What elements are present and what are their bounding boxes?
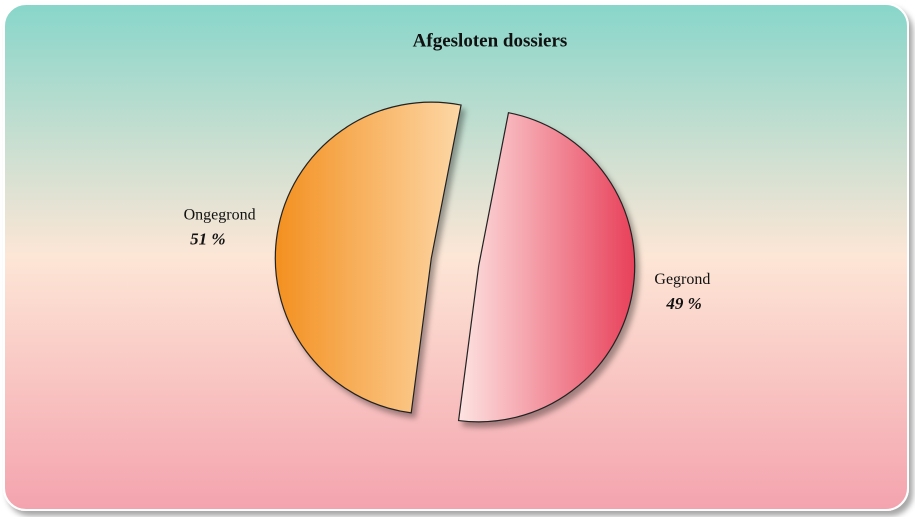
slice-label: Gegrond	[654, 271, 710, 288]
slice-value-label: 49 %	[665, 294, 701, 313]
pie	[274, 101, 636, 423]
pie-slice	[274, 101, 462, 414]
slice-value-label: 51 %	[190, 230, 225, 249]
background	[3, 3, 909, 511]
pie-slice	[457, 111, 636, 423]
chart-title: Afgesloten dossiers	[413, 30, 568, 51]
slice-label: Ongegrond	[184, 206, 256, 223]
